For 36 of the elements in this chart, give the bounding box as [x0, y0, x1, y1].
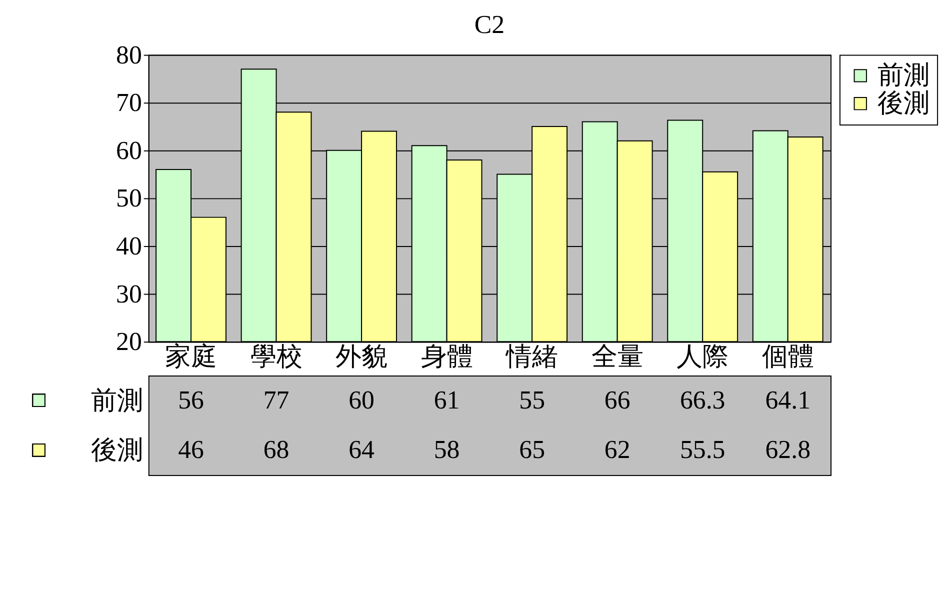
y-tick-label: 70 [116, 88, 142, 118]
data-label: 61 [434, 385, 460, 414]
data-label: 68 [263, 435, 290, 464]
data-label: 55 [519, 385, 546, 414]
y-tick-label: 40 [116, 231, 142, 260]
x-tick-label: 學校 [250, 342, 302, 371]
chart-title: C2 [474, 10, 505, 39]
x-tick-label: 家庭 [165, 342, 218, 371]
x-tick-label: 情緒 [505, 342, 558, 371]
x-tick-label: 全量 [591, 342, 644, 371]
data-label: 58 [434, 435, 460, 464]
data-label: 55.5 [680, 435, 726, 464]
legend-label: 前測 [90, 386, 143, 415]
data-label: 64 [348, 435, 375, 464]
x-tick-label: 外貌 [336, 342, 388, 371]
y-tick-label: 60 [116, 136, 142, 165]
y-tick-label: 80 [116, 40, 142, 70]
x-tick-label: 個體 [762, 342, 814, 371]
data-label: 62.8 [765, 435, 811, 464]
data-label: 66.3 [680, 385, 726, 414]
data-label: 46 [178, 435, 204, 464]
x-tick-label: 人際 [676, 342, 729, 371]
data-label: 77 [263, 385, 290, 414]
y-tick-label: 50 [116, 184, 142, 213]
text: 後測 [90, 436, 143, 465]
data-label: 64.1 [765, 385, 811, 414]
data-label: 60 [348, 385, 374, 414]
text: 前測 [877, 60, 930, 90]
y-tick-label: 30 [116, 279, 142, 308]
legend-label: 後測 [877, 88, 930, 118]
y-tick-label: 20 [116, 327, 142, 356]
data-label: 56 [178, 385, 204, 414]
data-label: 66 [604, 385, 630, 414]
data-label: 62 [604, 435, 630, 464]
data-label: 65 [519, 435, 546, 464]
x-tick-label: 身體 [420, 342, 473, 371]
